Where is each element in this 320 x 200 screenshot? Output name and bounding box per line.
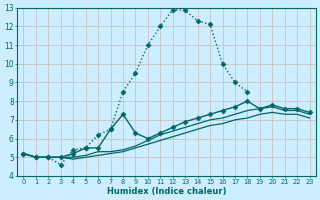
X-axis label: Humidex (Indice chaleur): Humidex (Indice chaleur) bbox=[107, 187, 226, 196]
